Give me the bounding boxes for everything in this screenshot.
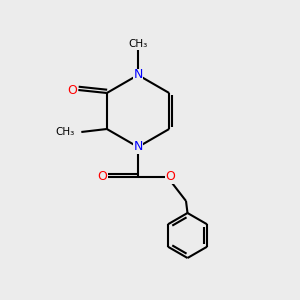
Text: O: O [166,170,175,184]
Text: CH₃: CH₃ [56,127,75,137]
Text: O: O [68,83,77,97]
Text: N: N [133,68,143,82]
Text: CH₃: CH₃ [128,39,148,49]
Text: O: O [97,170,107,184]
Text: N: N [133,140,143,154]
